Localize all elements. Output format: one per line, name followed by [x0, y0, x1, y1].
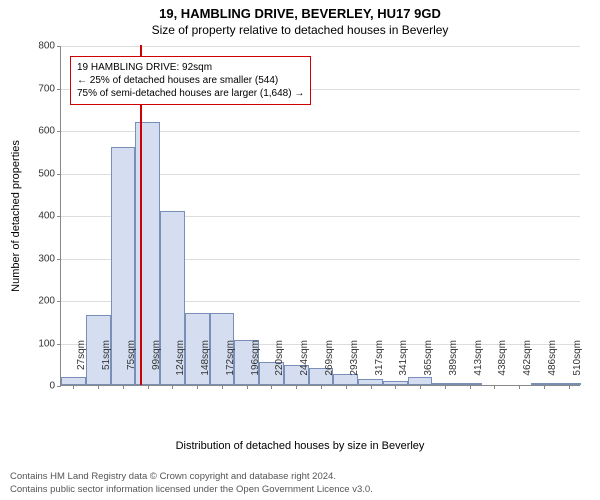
ytick-mark [57, 344, 61, 345]
ytick-label: 800 [25, 41, 55, 52]
ytick-label: 200 [25, 296, 55, 307]
footer-line-1: Contains HM Land Registry data © Crown c… [10, 471, 590, 483]
annotation-line-3: 75% of semi-detached houses are larger (… [77, 87, 304, 100]
ytick-mark [57, 386, 61, 387]
xtick-mark [271, 385, 272, 389]
footer: Contains HM Land Registry data © Crown c… [10, 471, 590, 496]
xtick-mark [197, 385, 198, 389]
ytick-label: 400 [25, 211, 55, 222]
xtick-mark [346, 385, 347, 389]
xtick-label: 462sqm [522, 340, 533, 388]
xtick-mark [569, 385, 570, 389]
gridline [61, 46, 580, 47]
annotation-line-2: ← 25% of detached houses are smaller (54… [77, 74, 304, 87]
xtick-label: 124sqm [175, 340, 186, 388]
xtick-label: 269sqm [324, 340, 335, 388]
y-axis-title: Number of detached properties [10, 140, 22, 292]
xtick-label: 244sqm [299, 340, 310, 388]
xtick-mark [445, 385, 446, 389]
xtick-label: 172sqm [225, 340, 236, 388]
xtick-mark [296, 385, 297, 389]
x-axis-title: Distribution of detached houses by size … [0, 440, 600, 452]
xtick-mark [321, 385, 322, 389]
page-subtitle: Size of property relative to detached ho… [0, 21, 600, 37]
ytick-mark [57, 301, 61, 302]
footer-line-2: Contains public sector information licen… [10, 484, 590, 496]
annotation-line-1: 19 HAMBLING DRIVE: 92sqm [77, 61, 304, 74]
xtick-label: 510sqm [572, 340, 583, 388]
ytick-label: 100 [25, 338, 55, 349]
xtick-mark [420, 385, 421, 389]
xtick-label: 438sqm [497, 340, 508, 388]
xtick-mark [148, 385, 149, 389]
xtick-mark [172, 385, 173, 389]
xtick-mark [519, 385, 520, 389]
ytick-label: 600 [25, 126, 55, 137]
ytick-label: 0 [25, 381, 55, 392]
ytick-mark [57, 131, 61, 132]
xtick-label: 220sqm [274, 340, 285, 388]
xtick-label: 486sqm [547, 340, 558, 388]
xtick-label: 75sqm [126, 340, 137, 388]
xtick-label: 148sqm [200, 340, 211, 388]
xtick-label: 51sqm [101, 340, 112, 388]
xtick-mark [73, 385, 74, 389]
xtick-mark [470, 385, 471, 389]
ytick-label: 700 [25, 83, 55, 94]
page-title: 19, HAMBLING DRIVE, BEVERLEY, HU17 9GD [0, 0, 600, 21]
xtick-mark [247, 385, 248, 389]
ytick-label: 500 [25, 168, 55, 179]
xtick-mark [98, 385, 99, 389]
ytick-mark [57, 89, 61, 90]
xtick-mark [123, 385, 124, 389]
xtick-label: 365sqm [423, 340, 434, 388]
ytick-mark [57, 174, 61, 175]
ytick-mark [57, 259, 61, 260]
xtick-label: 196sqm [250, 340, 261, 388]
ytick-mark [57, 216, 61, 217]
annotation-box: 19 HAMBLING DRIVE: 92sqm← 25% of detache… [70, 56, 311, 105]
xtick-label: 341sqm [398, 340, 409, 388]
chart-container: Number of detached properties Distributi… [0, 38, 600, 458]
xtick-mark [222, 385, 223, 389]
xtick-mark [494, 385, 495, 389]
xtick-label: 293sqm [349, 340, 360, 388]
ytick-label: 300 [25, 253, 55, 264]
ytick-mark [57, 46, 61, 47]
xtick-label: 413sqm [473, 340, 484, 388]
xtick-label: 27sqm [76, 340, 87, 388]
xtick-label: 389sqm [448, 340, 459, 388]
xtick-label: 317sqm [374, 340, 385, 388]
xtick-label: 99sqm [151, 340, 162, 388]
xtick-mark [544, 385, 545, 389]
xtick-mark [371, 385, 372, 389]
xtick-mark [395, 385, 396, 389]
